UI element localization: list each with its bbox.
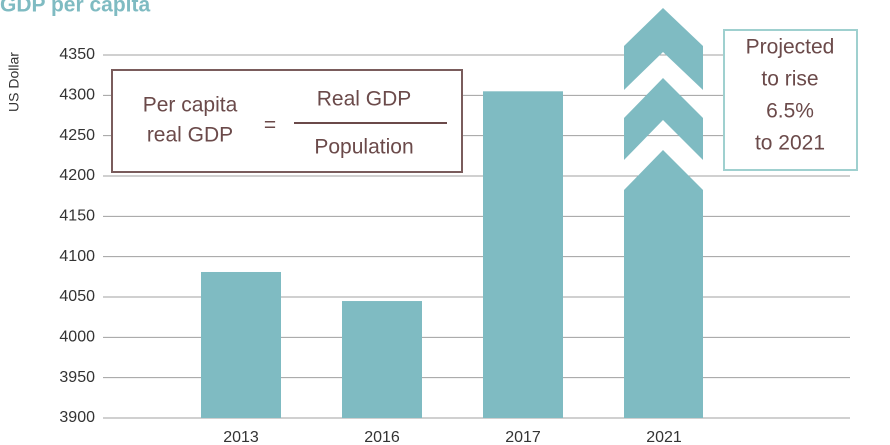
projection-box: [723, 29, 858, 171]
arrow-body: [624, 150, 703, 418]
arrow-chevron: [624, 8, 703, 90]
projection-text: to rise: [761, 68, 818, 91]
formula-box: [111, 69, 463, 173]
x-tick-label: 2021: [646, 429, 682, 445]
bar: [483, 91, 563, 419]
projection-text: 6.5%: [766, 100, 814, 123]
y-tick-label: 3950: [59, 369, 95, 386]
bar: [201, 271, 281, 418]
formula-denominator: Population: [314, 136, 413, 159]
projection-text: Projected: [746, 36, 835, 59]
y-tick-label: 4300: [59, 87, 95, 104]
y-tick-label: 4150: [59, 208, 95, 225]
x-tick-label: 2017: [505, 429, 541, 445]
y-tick-label: 3900: [59, 409, 95, 426]
bars: [201, 91, 563, 419]
y-tick-label: 4250: [59, 127, 95, 144]
y-tick-label: 4200: [59, 167, 95, 184]
formula-equals: =: [264, 114, 276, 137]
bar: [342, 301, 422, 418]
y-tick-label: 4050: [59, 288, 95, 305]
y-tick-label: 4100: [59, 248, 95, 265]
y-axis-label: US Dollar: [6, 52, 22, 112]
y-tick-label: 4000: [59, 329, 95, 346]
x-tick-label: 2013: [223, 429, 259, 445]
chart-title: GDP per capita: [0, 0, 150, 17]
x-tick-label: 2016: [364, 429, 400, 445]
y-tick-label: 4350: [59, 46, 95, 63]
projection-text: to 2021: [755, 132, 825, 155]
formula-numerator: Real GDP: [317, 88, 412, 111]
formula-text: real GDP: [147, 124, 233, 147]
arrow-chevron: [624, 78, 703, 160]
formula-text: Per capita: [143, 94, 238, 117]
projection-arrow: [624, 8, 703, 418]
